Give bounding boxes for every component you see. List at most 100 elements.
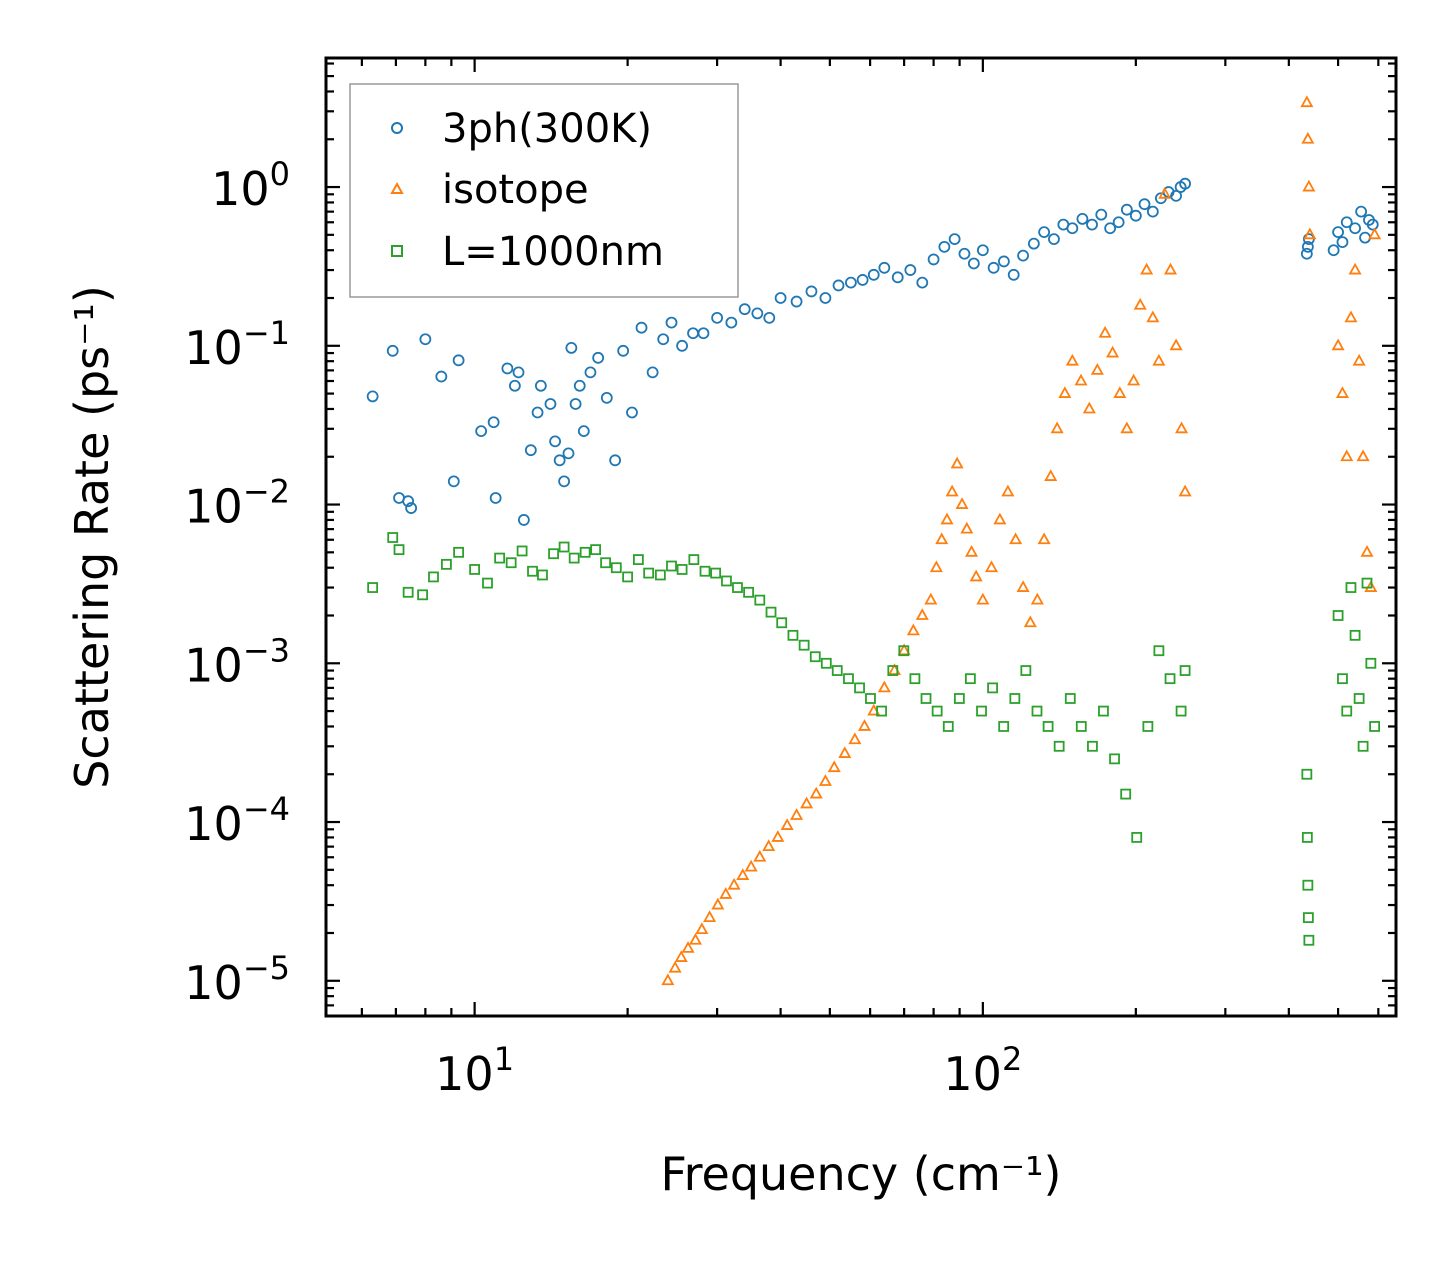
point-triangle <box>915 608 929 620</box>
point-circle <box>1066 222 1079 235</box>
point-square <box>798 639 810 651</box>
point-triangle <box>1356 449 1370 462</box>
legend-entry-l1000: L=1000nm <box>391 229 664 275</box>
point-circle <box>967 257 980 270</box>
point-circle <box>487 416 500 429</box>
point-triangle <box>1178 484 1192 497</box>
point-square <box>1302 879 1314 891</box>
point-square <box>367 582 379 593</box>
point-circle <box>938 240 951 253</box>
point-square <box>558 541 570 553</box>
point-square <box>1098 705 1109 717</box>
point-triangle <box>1302 179 1316 192</box>
point-circle <box>577 425 590 438</box>
point-circle <box>997 255 1010 268</box>
point-triangle <box>935 532 949 545</box>
point-triangle <box>1030 592 1044 605</box>
point-square <box>865 693 876 704</box>
point-triangle <box>965 544 979 557</box>
point-square <box>809 651 821 663</box>
point-triangle <box>668 960 682 973</box>
point-triangle <box>695 922 709 935</box>
point-circle <box>1027 237 1040 250</box>
point-circle <box>697 327 710 340</box>
point-square <box>1345 582 1357 593</box>
point-circle <box>1104 222 1117 235</box>
point-circle <box>1349 222 1361 235</box>
point-triangle <box>719 887 733 899</box>
point-triangle <box>771 830 785 842</box>
point-circle <box>1327 244 1340 257</box>
point-circle <box>1120 203 1133 216</box>
point-circle <box>366 390 379 403</box>
point-square <box>1042 721 1054 732</box>
legend-entry-isotope: isotope <box>390 167 589 213</box>
point-circle <box>617 344 630 357</box>
point-square <box>998 721 1010 732</box>
point-triangle <box>674 950 688 962</box>
point-triangle <box>945 484 959 497</box>
legend-marker-triangle <box>390 181 404 194</box>
legend-marker-square <box>391 245 403 257</box>
series-2 <box>367 532 1381 946</box>
point-circle <box>751 307 764 320</box>
point-square <box>776 617 788 629</box>
x-axis-label: Frequency (cm⁻¹) <box>661 1147 1062 1201</box>
point-square <box>482 577 493 589</box>
point-square <box>931 705 943 717</box>
legend-label-3ph: 3ph(300K) <box>442 106 652 152</box>
tick-labels: 101 102 100 10−1 10−2 10−3 10−4 10−5 <box>184 155 1022 1101</box>
point-square <box>402 586 414 598</box>
point-triangle <box>661 973 675 986</box>
point-circle <box>805 285 818 298</box>
point-circle <box>657 333 670 346</box>
point-triangle <box>1360 544 1374 557</box>
plot-frame <box>324 56 1398 1018</box>
point-square <box>721 575 732 587</box>
point-triangle <box>703 910 717 923</box>
point-square <box>610 562 622 574</box>
point-circle <box>1017 249 1029 262</box>
point-circle <box>452 354 465 367</box>
point-circle <box>569 398 582 410</box>
point-square <box>909 673 921 685</box>
point-triangle <box>838 746 852 758</box>
point-circle <box>475 425 488 438</box>
legend-marker-circle <box>391 122 403 134</box>
series-1 <box>661 95 1382 986</box>
point-square <box>1303 934 1315 946</box>
point-triangle <box>1037 532 1051 545</box>
point-triangle <box>1133 297 1147 310</box>
x-tick-label: 102 <box>943 1040 1022 1101</box>
point-square <box>1009 693 1021 704</box>
point-triangle <box>1158 186 1172 199</box>
point-square <box>428 571 439 583</box>
point-square <box>1053 740 1065 752</box>
point-square <box>920 693 932 704</box>
point-square <box>1179 665 1191 676</box>
point-circle <box>386 344 399 357</box>
point-circle <box>958 247 971 260</box>
point-square <box>710 567 722 579</box>
point-circle <box>987 261 1000 274</box>
point-triangle <box>1175 421 1189 434</box>
point-square <box>505 557 517 569</box>
y-tick-label: 10−1 <box>184 314 290 375</box>
point-square <box>876 705 887 717</box>
point-circle <box>1112 216 1125 229</box>
point-square <box>732 582 743 593</box>
point-circle <box>447 475 460 488</box>
point-square <box>1341 705 1353 717</box>
point-square <box>1075 721 1087 732</box>
legend: 3ph(300K) isotope L=1000nm <box>349 83 739 298</box>
point-square <box>676 564 688 575</box>
point-circle <box>1170 189 1182 202</box>
point-triangle <box>929 560 943 573</box>
point-triangle <box>1113 386 1127 398</box>
point-triangle <box>711 897 725 910</box>
point-circle <box>1300 247 1313 260</box>
point-triangle <box>1368 227 1382 240</box>
point-triangle <box>969 569 983 582</box>
point-circle <box>738 303 751 316</box>
point-circle <box>534 379 547 392</box>
